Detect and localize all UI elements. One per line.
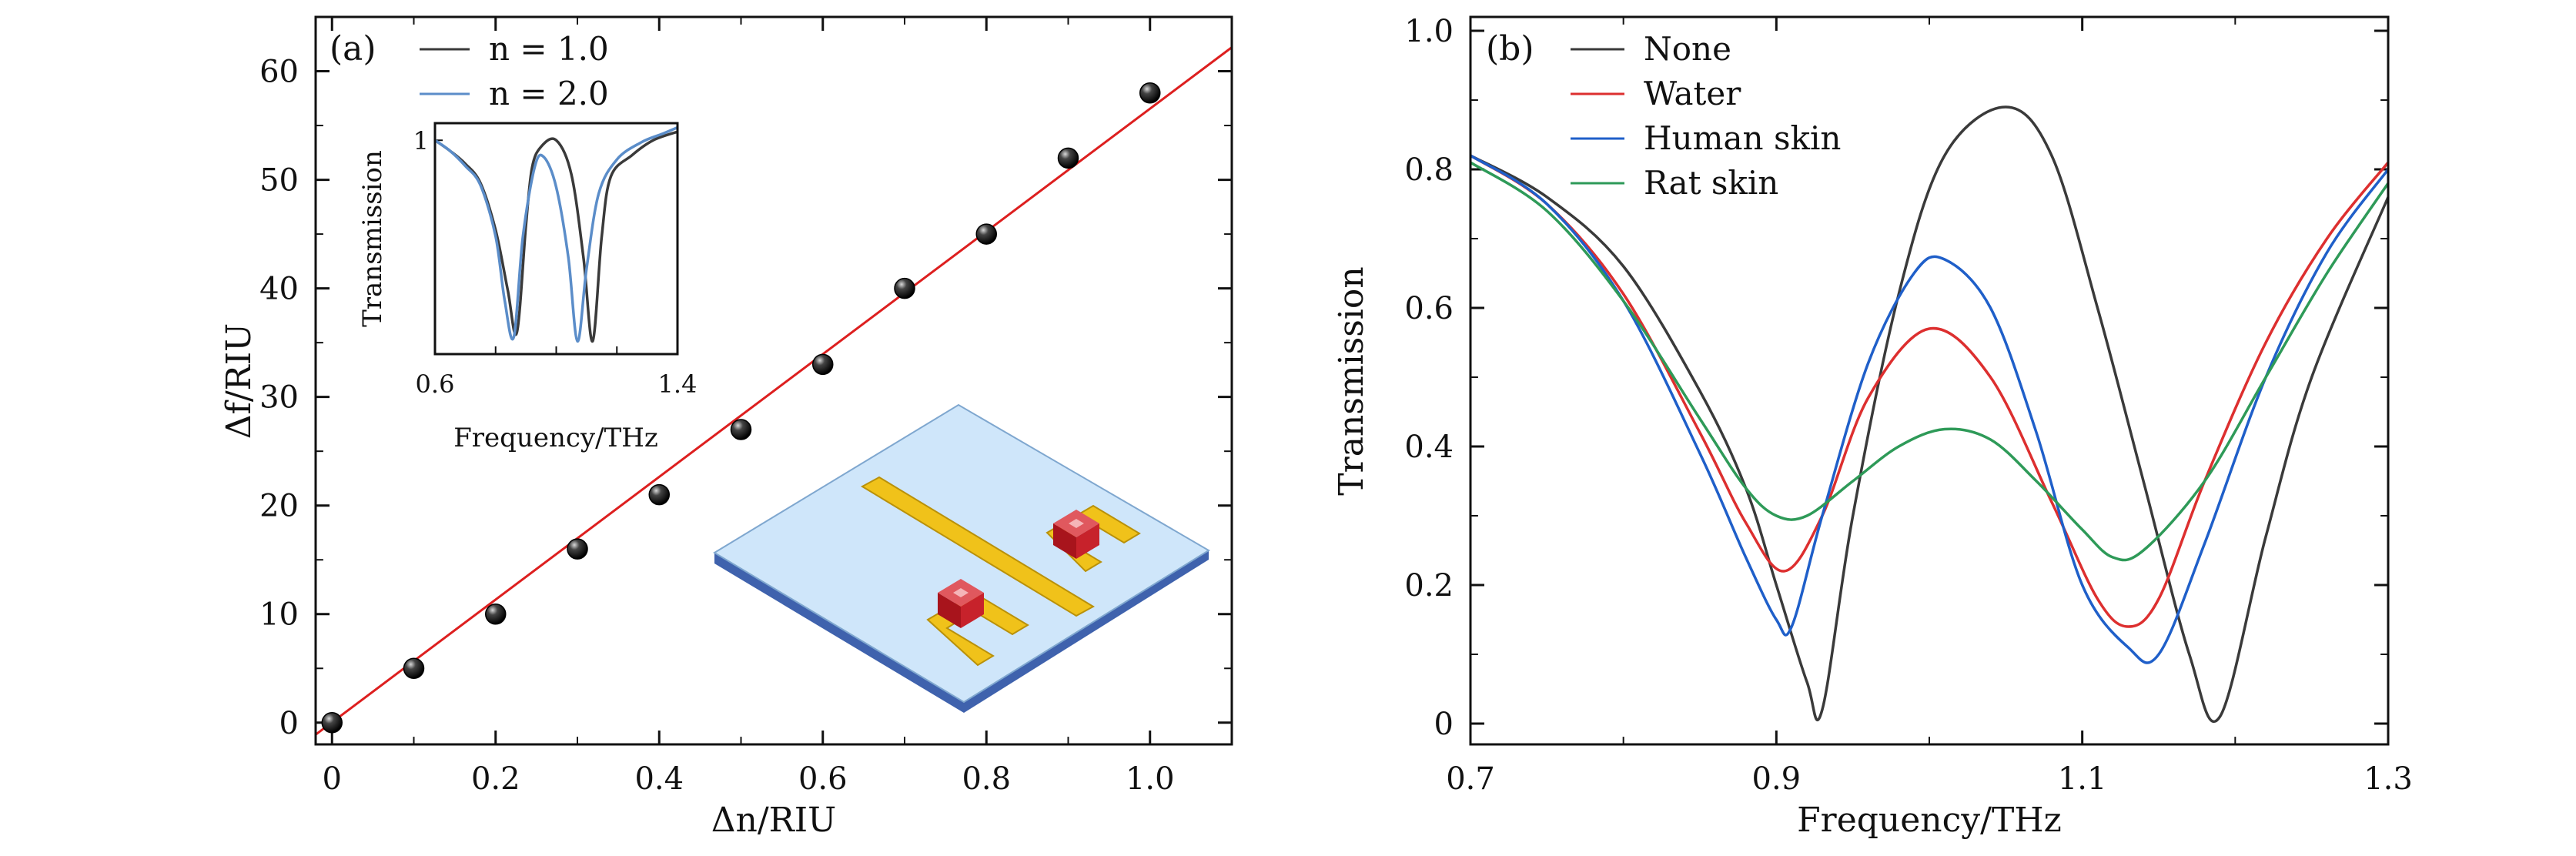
data-point xyxy=(730,419,752,440)
inset-x-tick-label: 1.4 xyxy=(658,369,698,399)
series-line-human-skin xyxy=(1470,154,2390,664)
metamaterial-schematic xyxy=(713,403,1210,713)
panel-a-ticks: 0 0.2 0.4 0.6 0.8 1.0 0 10 20 30 40 50 60 xyxy=(259,17,1232,797)
panel-b-frame xyxy=(1469,15,2390,746)
data-point xyxy=(1057,147,1079,169)
x-tick-label: 0.6 xyxy=(798,761,848,797)
legend-label-water: Water xyxy=(1644,75,1741,112)
panel-a: 0 0.2 0.4 0.6 0.8 1.0 0 10 20 30 40 50 60 (a) Δn/RIU… xyxy=(219,15,1233,840)
series-line-rat-skin xyxy=(1470,161,2390,562)
legend-label-human-skin: Human skin xyxy=(1644,119,1841,157)
data-point xyxy=(321,712,343,734)
panel-a-frame xyxy=(314,15,1233,746)
y-tick-label: 0.8 xyxy=(1404,152,1454,188)
inset-series-line xyxy=(433,125,678,343)
fit-line xyxy=(315,46,1233,736)
inset-series-line xyxy=(433,130,678,343)
x-tick-label: 0.4 xyxy=(634,761,684,797)
x-tick-label: 0 xyxy=(323,761,342,797)
panel-a-label: (a) xyxy=(330,29,376,69)
x-tick-label: 0.7 xyxy=(1446,761,1495,797)
panel-a-data-points xyxy=(321,82,1161,734)
y-tick-label: 0.4 xyxy=(1404,430,1454,465)
y-tick-label: 0 xyxy=(279,706,299,741)
x-tick-label: 1.3 xyxy=(2364,761,2413,797)
panel-a-x-axis-label: Δn/RIU xyxy=(711,801,837,840)
inset-lines xyxy=(433,125,678,343)
data-point xyxy=(975,223,997,245)
data-point xyxy=(648,483,670,506)
data-point xyxy=(1139,82,1161,104)
panel-b: 0.7 0.9 1.1 1.3 0 0.2 0.4 0.6 0.8 1.0 (b) Frequen… xyxy=(1332,14,2413,840)
panel-b-label: (b) xyxy=(1486,29,1534,69)
y-tick-label: 40 xyxy=(259,272,299,307)
panel-b-lines xyxy=(1470,105,2390,724)
inset-x-axis-label: Frequency/THz xyxy=(453,423,658,453)
panel-a-y-axis-label: Δf/RIU xyxy=(219,323,259,439)
y-tick-label: 30 xyxy=(259,380,299,416)
x-tick-label: 0.2 xyxy=(471,761,520,797)
x-tick-label: 0.9 xyxy=(1752,761,1802,797)
y-tick-label: 20 xyxy=(259,489,299,524)
panel-a-inset: 0.6 1.4 1 Frequency/THz Transmission xyxy=(357,122,698,453)
inset-y-axis-label: Transmission xyxy=(357,150,388,327)
data-point xyxy=(403,657,425,680)
panel-b-x-axis-label: Frequency/THz xyxy=(1797,801,2062,840)
legend-label-rat-skin: Rat skin xyxy=(1644,164,1778,202)
x-tick-label: 1.1 xyxy=(2058,761,2107,797)
y-tick-label: 50 xyxy=(259,163,299,199)
panel-a-fit-line xyxy=(315,46,1233,736)
data-point xyxy=(812,353,834,376)
series-line-water xyxy=(1470,154,2390,628)
y-tick-label: 0.2 xyxy=(1404,568,1454,604)
y-tick-label: 1.0 xyxy=(1404,14,1454,49)
series-line-none xyxy=(1470,105,2390,724)
data-point xyxy=(894,277,915,299)
x-tick-label: 0.8 xyxy=(962,761,1011,797)
y-tick-label: 10 xyxy=(259,597,299,633)
panel-a-legend: n = 1.0 n = 2.0 xyxy=(420,30,609,112)
inset-ticks: 0.6 1.4 1 xyxy=(413,126,698,399)
resonator-bar xyxy=(860,476,1096,617)
inset-frame xyxy=(433,122,679,356)
legend-label-none: None xyxy=(1644,30,1731,68)
panel-b-y-axis-label: Transmission xyxy=(1332,266,1371,495)
y-tick-label: 60 xyxy=(259,55,299,90)
sample-cube-upper xyxy=(1053,510,1099,559)
legend-label-n2: n = 2.0 xyxy=(489,75,609,112)
data-point xyxy=(567,538,588,560)
sample-cube-lower xyxy=(938,579,984,628)
inset-x-tick-label: 0.6 xyxy=(416,369,455,399)
inset-y-tick-label: 1 xyxy=(413,126,429,155)
y-tick-label: 0 xyxy=(1434,707,1454,742)
panel-b-ticks: 0.7 0.9 1.1 1.3 0 0.2 0.4 0.6 0.8 1.0 xyxy=(1404,14,2412,797)
x-tick-label: 1.0 xyxy=(1126,761,1175,797)
substrate-top xyxy=(713,403,1210,704)
y-tick-label: 0.6 xyxy=(1404,291,1454,326)
data-point xyxy=(485,603,507,625)
legend-label-n1: n = 1.0 xyxy=(489,30,609,68)
panel-b-legend: None Water Human skin Rat skin xyxy=(1571,30,1841,202)
